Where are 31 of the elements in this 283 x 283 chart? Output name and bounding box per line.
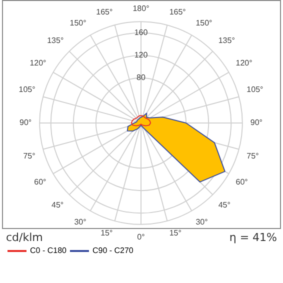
spoke-label: 45° bbox=[52, 200, 64, 210]
spoke-label: 105° bbox=[18, 85, 36, 94]
spoke-label: 75° bbox=[23, 151, 36, 160]
text: η = 41% bbox=[229, 231, 277, 244]
y-tick-label: 80 bbox=[136, 73, 146, 82]
spoke-label: 150° bbox=[196, 18, 212, 28]
spoke-label: 180° bbox=[132, 4, 150, 14]
spoke-label: 135° bbox=[218, 36, 235, 46]
spoke-label: 90° bbox=[250, 118, 263, 128]
spoke-label: 90° bbox=[19, 118, 32, 128]
text: cd/klm bbox=[6, 231, 43, 244]
spoke-label: 15° bbox=[169, 228, 182, 238]
spoke-label: 135° bbox=[47, 36, 64, 46]
spoke-label: 15° bbox=[100, 228, 113, 238]
spoke-label: 0° bbox=[137, 232, 145, 242]
legend-label: C90 - C270 bbox=[92, 246, 134, 256]
spoke-label: 165° bbox=[169, 8, 186, 17]
y-tick-label: 160 bbox=[134, 28, 148, 38]
spoke-label: 45° bbox=[218, 200, 230, 210]
spoke-label: 120° bbox=[236, 58, 252, 68]
spoke-label: 30° bbox=[74, 218, 86, 227]
y-tick-label: 120 bbox=[134, 50, 148, 60]
spoke-label: 60° bbox=[236, 178, 248, 187]
spoke-label: 105° bbox=[246, 85, 264, 94]
spoke-label: 150° bbox=[70, 18, 86, 28]
legend-label: C0 - C180 bbox=[30, 246, 68, 256]
spoke-label: 75° bbox=[246, 151, 259, 160]
spoke-label: 165° bbox=[96, 8, 113, 17]
spoke-label: 30° bbox=[196, 218, 208, 227]
spoke-label: 120° bbox=[30, 58, 46, 68]
spoke-label: 60° bbox=[34, 178, 46, 187]
